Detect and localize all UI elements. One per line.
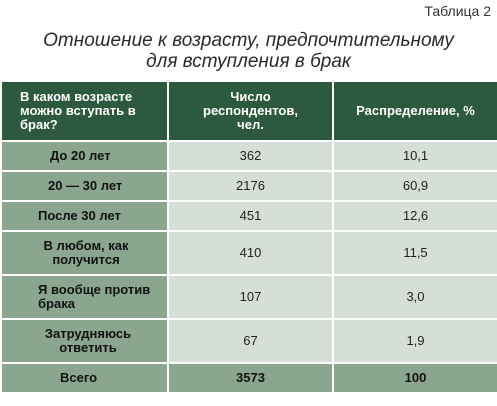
row-percent: 11,5 <box>332 230 497 276</box>
total-label: Всего <box>0 362 169 394</box>
row-percent: 3,0 <box>332 274 497 320</box>
table-row: В любом, как получится 410 11,5 <box>0 230 497 276</box>
row-label: 20 — 30 лет <box>0 170 169 202</box>
table-number: Таблица 2 <box>424 3 491 19</box>
title-line-1: Отношение к возрасту, предпочтительному <box>43 30 454 51</box>
row-label: Я вообще против брака <box>0 274 169 320</box>
row-percent: 60,9 <box>332 170 497 202</box>
header-respondent-count: Число респондентов, чел. <box>167 80 334 142</box>
table-row: 20 — 30 лет 2176 60,9 <box>0 170 497 202</box>
header-age-question: В каком возрасте можно вступать в брак? <box>0 80 169 142</box>
row-count: 107 <box>167 274 334 320</box>
table-row: До 20 лет 362 10,1 <box>0 140 497 172</box>
total-count: 3573 <box>167 362 334 394</box>
row-label: В любом, как получится <box>0 230 169 276</box>
row-count: 67 <box>167 318 334 364</box>
header-row: В каком возрасте можно вступать в брак? … <box>0 80 497 142</box>
row-percent: 10,1 <box>332 140 497 172</box>
title-line-2: для вступления в брак <box>146 51 351 72</box>
row-percent: 1,9 <box>332 318 497 364</box>
row-count: 451 <box>167 200 334 232</box>
table-title: Отношение к возрасту, предпочтительному … <box>0 30 497 72</box>
table-row: После 30 лет 451 12,6 <box>0 200 497 232</box>
row-count: 410 <box>167 230 334 276</box>
total-row: Всего 3573 100 <box>0 362 497 394</box>
header-distribution: Распределение, % <box>332 80 497 142</box>
row-label: Затрудняюсь ответить <box>0 318 169 364</box>
row-label: После 30 лет <box>0 200 169 232</box>
total-percent: 100 <box>332 362 497 394</box>
table-row: Затрудняюсь ответить 67 1,9 <box>0 318 497 364</box>
row-label: До 20 лет <box>0 140 169 172</box>
age-preference-table: В каком возрасте можно вступать в брак? … <box>0 80 497 394</box>
table-row: Я вообще против брака 107 3,0 <box>0 274 497 320</box>
row-count: 362 <box>167 140 334 172</box>
row-count: 2176 <box>167 170 334 202</box>
row-percent: 12,6 <box>332 200 497 232</box>
